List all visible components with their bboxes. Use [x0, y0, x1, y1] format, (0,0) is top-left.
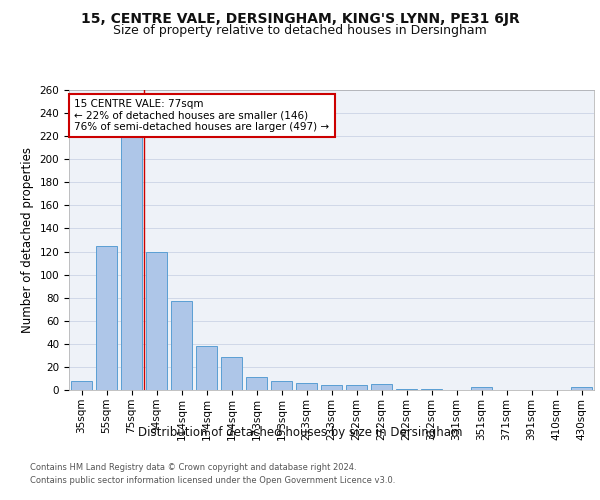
Bar — [321, 386, 342, 390]
Bar — [71, 381, 92, 390]
Text: Contains HM Land Registry data © Crown copyright and database right 2024.: Contains HM Land Registry data © Crown c… — [30, 464, 356, 472]
Y-axis label: Number of detached properties: Number of detached properties — [21, 147, 34, 333]
Bar — [271, 381, 292, 390]
Text: Contains public sector information licensed under the Open Government Licence v3: Contains public sector information licen… — [30, 476, 395, 485]
Text: Size of property relative to detached houses in Dersingham: Size of property relative to detached ho… — [113, 24, 487, 37]
Bar — [296, 383, 317, 390]
Bar — [246, 378, 267, 390]
Bar — [421, 389, 442, 390]
Bar — [196, 346, 217, 390]
Bar — [171, 301, 192, 390]
Bar — [221, 356, 242, 390]
Bar — [96, 246, 117, 390]
Bar — [471, 386, 492, 390]
Text: 15 CENTRE VALE: 77sqm
← 22% of detached houses are smaller (146)
76% of semi-det: 15 CENTRE VALE: 77sqm ← 22% of detached … — [74, 99, 329, 132]
Bar — [571, 386, 592, 390]
Bar — [371, 384, 392, 390]
Bar — [346, 386, 367, 390]
Bar — [396, 389, 417, 390]
Text: 15, CENTRE VALE, DERSINGHAM, KING'S LYNN, PE31 6JR: 15, CENTRE VALE, DERSINGHAM, KING'S LYNN… — [80, 12, 520, 26]
Bar — [146, 252, 167, 390]
Bar — [121, 136, 142, 390]
Text: Distribution of detached houses by size in Dersingham: Distribution of detached houses by size … — [138, 426, 462, 439]
